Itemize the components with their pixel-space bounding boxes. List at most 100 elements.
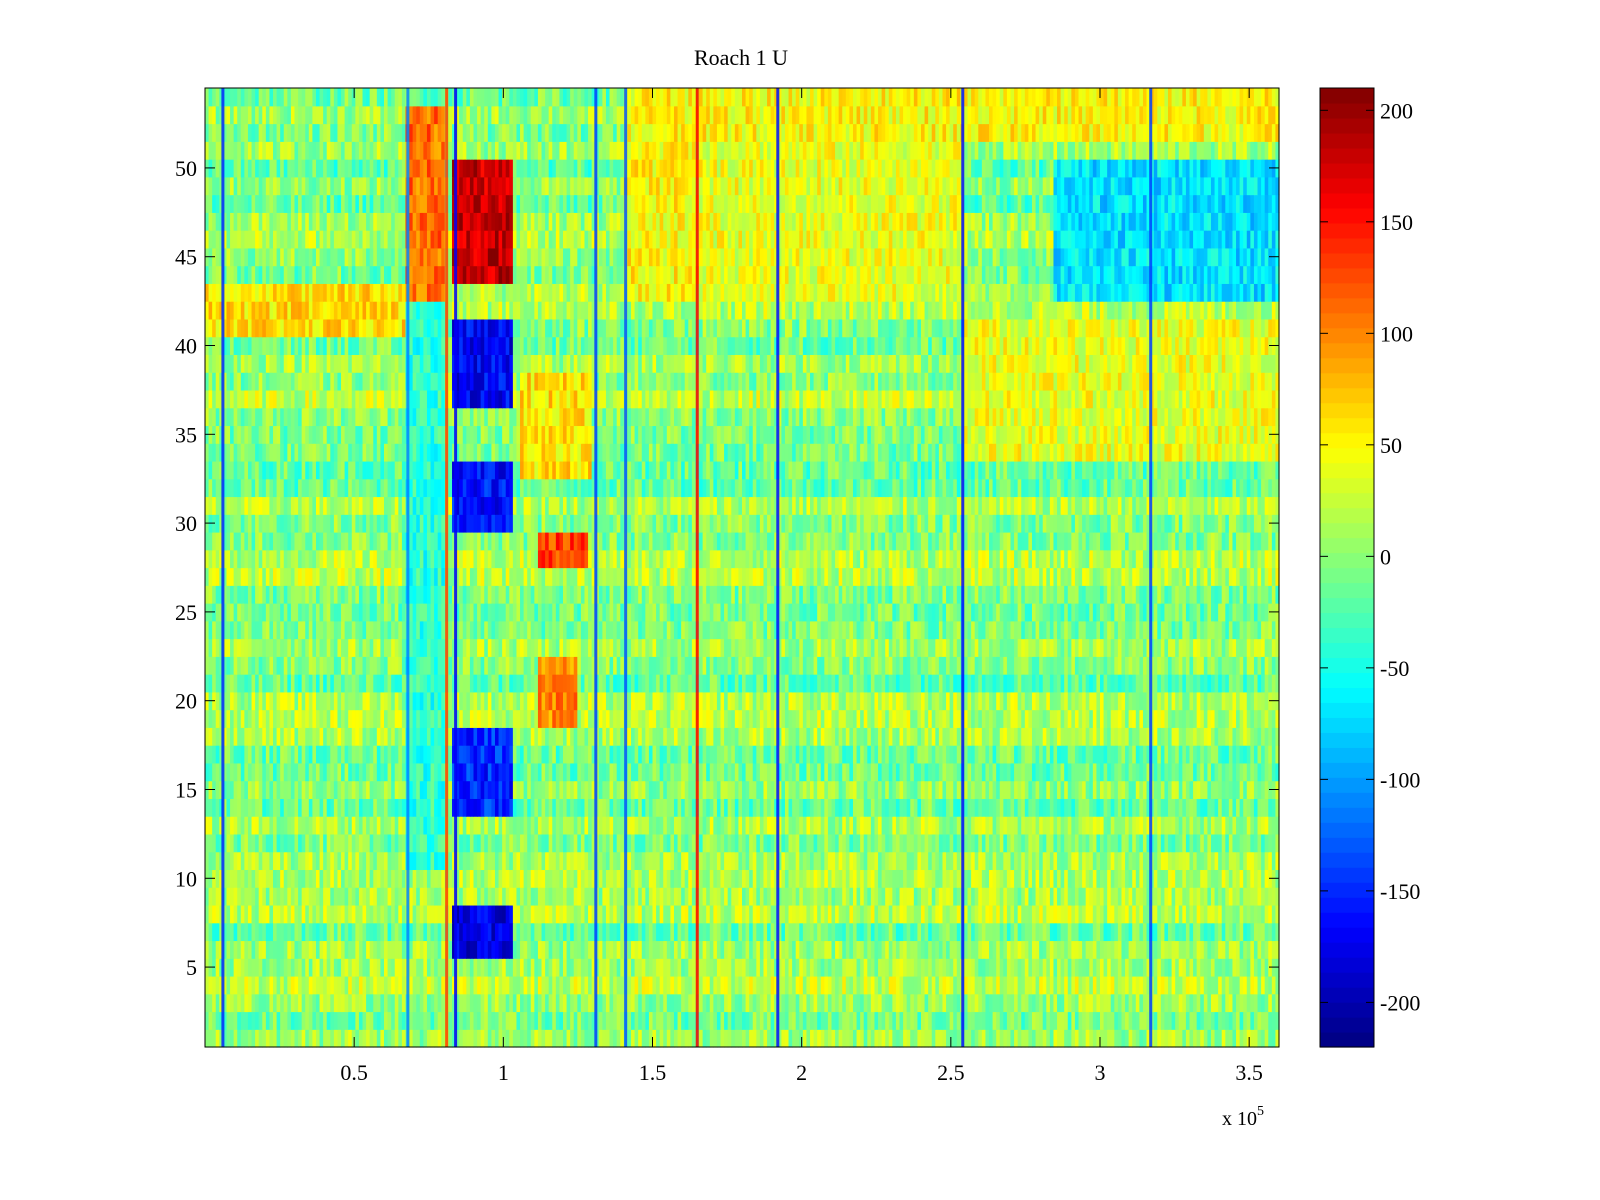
heatmap-cell xyxy=(1021,922,1026,942)
heatmap-cell xyxy=(659,851,664,871)
heatmap-cell xyxy=(631,780,636,799)
heatmap-cell xyxy=(341,975,346,995)
heatmap-cell xyxy=(1157,940,1162,959)
heatmap-cell xyxy=(1125,1011,1130,1030)
heatmap-cell xyxy=(273,940,278,959)
heatmap-cell xyxy=(691,762,697,782)
heatmap-cell xyxy=(949,762,954,782)
heatmap-cell xyxy=(738,762,743,782)
heatmap-cell xyxy=(663,762,668,782)
heatmap-cell xyxy=(1132,798,1137,817)
heatmap-cell xyxy=(566,745,571,764)
heatmap-cell xyxy=(215,1029,220,1048)
heatmap-cell xyxy=(1125,762,1130,782)
heatmap-cell xyxy=(1014,975,1019,995)
heatmap-cell xyxy=(656,833,661,853)
heatmap-cell xyxy=(323,904,328,924)
heatmap-cell xyxy=(276,1029,281,1048)
heatmap-cell xyxy=(362,922,367,942)
heatmap-cell xyxy=(867,762,872,782)
heatmap-cell xyxy=(283,1029,288,1048)
heatmap-cell xyxy=(1089,958,1094,977)
heatmap-cell xyxy=(276,762,281,782)
heatmap-cell xyxy=(709,940,714,959)
heatmap-cell xyxy=(681,975,686,995)
heatmap-cell xyxy=(885,762,890,782)
heatmap-cell xyxy=(276,745,281,764)
heatmap-cell xyxy=(813,887,818,906)
heatmap-cell xyxy=(1185,798,1191,817)
heatmap-cell xyxy=(935,833,940,853)
heatmap-cell xyxy=(448,904,453,924)
heatmap-cell xyxy=(1200,904,1205,924)
heatmap-cell xyxy=(895,1029,901,1048)
heatmap-cell xyxy=(409,780,414,799)
heatmap-cell xyxy=(1060,1029,1065,1048)
heatmap-cell xyxy=(849,887,854,906)
heatmap-cell xyxy=(559,869,564,888)
heatmap-cell xyxy=(1246,1011,1251,1030)
heatmap-cell xyxy=(258,745,263,764)
heatmap-cell xyxy=(1064,833,1069,853)
heatmap-cell xyxy=(892,816,897,835)
heatmap-cell xyxy=(498,887,503,906)
heatmap-cell xyxy=(799,922,804,942)
heatmap-cell xyxy=(849,816,854,835)
heatmap-cell xyxy=(666,922,671,942)
heatmap-cell xyxy=(845,904,850,924)
heatmap-cell xyxy=(1261,922,1266,942)
heatmap-cell xyxy=(1239,975,1244,995)
heatmap-cell xyxy=(688,745,693,764)
heatmap-cell xyxy=(838,762,843,782)
heatmap-cell xyxy=(702,762,707,782)
heatmap-cell xyxy=(376,922,382,942)
heatmap-cell xyxy=(423,975,428,995)
heatmap-cell xyxy=(1261,798,1266,817)
heatmap-cell xyxy=(842,904,847,924)
heatmap-cell xyxy=(527,780,532,799)
heatmap-cell xyxy=(1035,1011,1040,1030)
heatmap-cell xyxy=(598,869,603,888)
heatmap-cell xyxy=(648,798,654,817)
heatmap-cell xyxy=(1042,958,1047,977)
heatmap-cell xyxy=(1014,780,1019,799)
heatmap-cell xyxy=(670,904,675,924)
heatmap-cell xyxy=(953,975,958,995)
heatmap-cell xyxy=(573,798,578,817)
heatmap-cell xyxy=(584,904,589,924)
heatmap-cell xyxy=(401,993,407,1013)
heatmap-cell xyxy=(376,851,382,871)
heatmap-cell xyxy=(555,762,561,782)
heatmap-cell xyxy=(978,851,983,871)
heatmap-cell xyxy=(473,762,478,782)
heatmap-cell xyxy=(1214,798,1219,817)
heatmap-cell xyxy=(448,780,453,799)
heatmap-cell xyxy=(401,904,407,924)
heatmap-cell xyxy=(666,869,671,888)
heatmap-cell xyxy=(230,958,235,977)
heatmap-cell xyxy=(545,1029,550,1048)
heatmap-cell xyxy=(742,975,747,995)
heatmap-cell xyxy=(892,869,897,888)
heatmap-cell xyxy=(591,993,596,1013)
heatmap-cell xyxy=(1275,975,1280,995)
heatmap-cell xyxy=(645,745,650,764)
heatmap-cell xyxy=(924,922,929,942)
heatmap-cell xyxy=(820,993,825,1013)
heatmap-cell xyxy=(666,940,671,959)
heatmap-cell xyxy=(1021,798,1026,817)
heatmap-cell xyxy=(1253,869,1259,888)
heatmap-cell xyxy=(255,816,260,835)
heatmap-cell xyxy=(1221,993,1226,1013)
heatmap-cell xyxy=(1214,958,1219,977)
heatmap-cell xyxy=(795,887,800,906)
heatmap-cell xyxy=(1185,762,1191,782)
heatmap-cell xyxy=(262,1011,267,1030)
heatmap-cell xyxy=(1014,762,1019,782)
heatmap-cell xyxy=(1214,816,1219,835)
heatmap-cell xyxy=(1103,904,1108,924)
heatmap-cell xyxy=(1139,833,1144,853)
heatmap-cell xyxy=(205,922,210,942)
heatmap-cell xyxy=(516,833,521,853)
heatmap-cell xyxy=(305,851,310,871)
